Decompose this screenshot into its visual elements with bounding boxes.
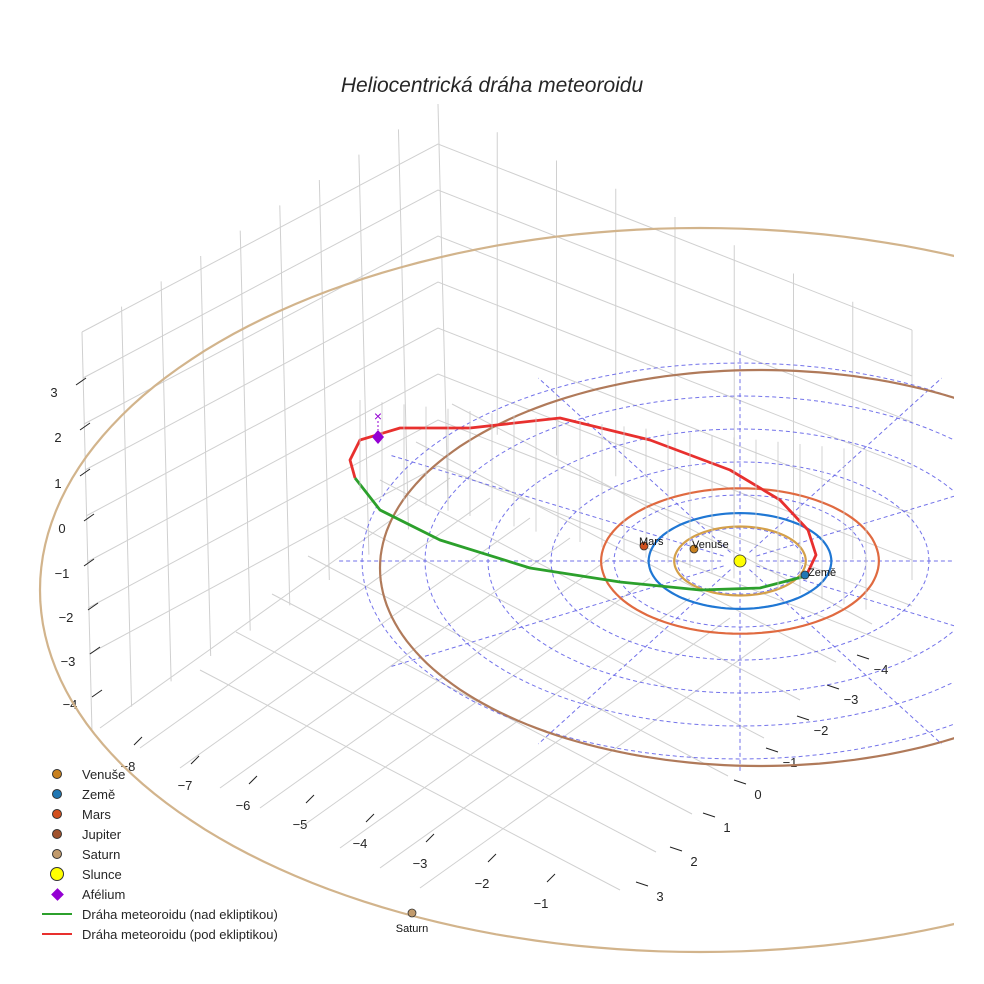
legend-marker-icon (38, 804, 76, 824)
planet-orbits (38, 226, 954, 954)
saturn-marker (407, 908, 417, 918)
orbit-Země (647, 511, 833, 611)
y-tick-label: −4 (874, 662, 889, 677)
legend-label: Země (82, 786, 116, 802)
planet-label-saturn: Saturn (396, 923, 428, 935)
x-tick-label: −8 (121, 759, 136, 774)
legend-marker-icon (38, 844, 76, 864)
ecliptic-reference-grid (336, 349, 954, 773)
aphelion-marker (372, 430, 384, 444)
legend-label: Mars (82, 806, 111, 822)
legend-label: Afélium (82, 886, 126, 902)
y-tick-label: −2 (814, 723, 829, 738)
legend-label: Dráha meteoroidu (nad ekliptikou) (82, 906, 278, 922)
orbit-Venuše (673, 525, 807, 597)
y-tick-label: 0 (754, 787, 761, 802)
y-tick-label: 1 (723, 820, 730, 835)
sun-marker (733, 554, 747, 568)
x-tick-label: −3 (413, 856, 428, 871)
venus-marker (689, 544, 699, 554)
legend-label: Venuše (82, 766, 126, 782)
planet-label-earth: Země (808, 567, 836, 579)
z-tick-label: −1 (55, 566, 70, 581)
orbit-Jupiter (378, 368, 954, 768)
planet-label-venus: Venuše (692, 539, 729, 551)
x-tick-label: −6 (236, 798, 251, 813)
x-tick-label: −2 (475, 876, 490, 891)
legend-item: Země (38, 784, 278, 804)
x-tick-label: −5 (293, 817, 308, 832)
legend-marker-icon (38, 904, 76, 924)
legend-item: Afélium (38, 884, 278, 904)
x-tick-label: −1 (534, 896, 549, 911)
legend-marker-icon (38, 824, 76, 844)
y-tick-label: 3 (656, 889, 663, 904)
legend-marker-icon (38, 864, 76, 884)
legend-marker-icon (38, 784, 76, 804)
y-tick-label: −3 (844, 692, 859, 707)
axis-grid (81, 103, 913, 891)
z-tick-label: 3 (50, 385, 57, 400)
z-tick-label: −2 (59, 610, 74, 625)
legend-label: Slunce (82, 866, 122, 882)
legend-item: Mars (38, 804, 278, 824)
x-tick-label: −7 (178, 778, 193, 793)
legend-item: Dráha meteoroidu (nad ekliptikou) (38, 904, 278, 924)
z-tick-label: 2 (54, 430, 61, 445)
legend-marker-icon (38, 924, 76, 944)
legend-label: Dráha meteoroidu (pod ekliptikou) (82, 926, 278, 942)
z-tick-label: −4 (63, 697, 78, 712)
planet-markers: × Mars Venuše Země Saturn (372, 408, 836, 935)
mars-marker (639, 541, 649, 551)
earth-marker (800, 570, 810, 580)
legend-marker-icon (38, 884, 76, 904)
y-tick-label: 2 (690, 854, 697, 869)
legend-item: Slunce (38, 864, 278, 884)
x-tick-label: −4 (353, 836, 368, 851)
legend-item: Venuše (38, 764, 278, 784)
z-tick-label: 1 (54, 476, 61, 491)
z-tick-label: −3 (61, 654, 76, 669)
legend-item: Dráha meteoroidu (pod ekliptikou) (38, 924, 278, 944)
orbit-Saturn (38, 226, 954, 954)
legend-item: Jupiter (38, 824, 278, 844)
legend-marker-icon (38, 764, 76, 784)
aphelion-projection-icon: × (374, 408, 382, 424)
legend-label: Jupiter (82, 826, 122, 842)
legend-label: Saturn (82, 846, 121, 862)
z-tick-label: 0 (58, 521, 65, 536)
planet-label-mars: Mars (639, 536, 664, 548)
chart-title: Heliocentrická dráha meteoroidu (340, 74, 644, 97)
meteoroid-orbit (348, 400, 867, 610)
orbit-Mars (599, 487, 880, 635)
legend-item: Saturn (38, 844, 278, 864)
legend: Venuše Země Mars Jupiter Saturn Slunce Afélium… (38, 764, 278, 944)
